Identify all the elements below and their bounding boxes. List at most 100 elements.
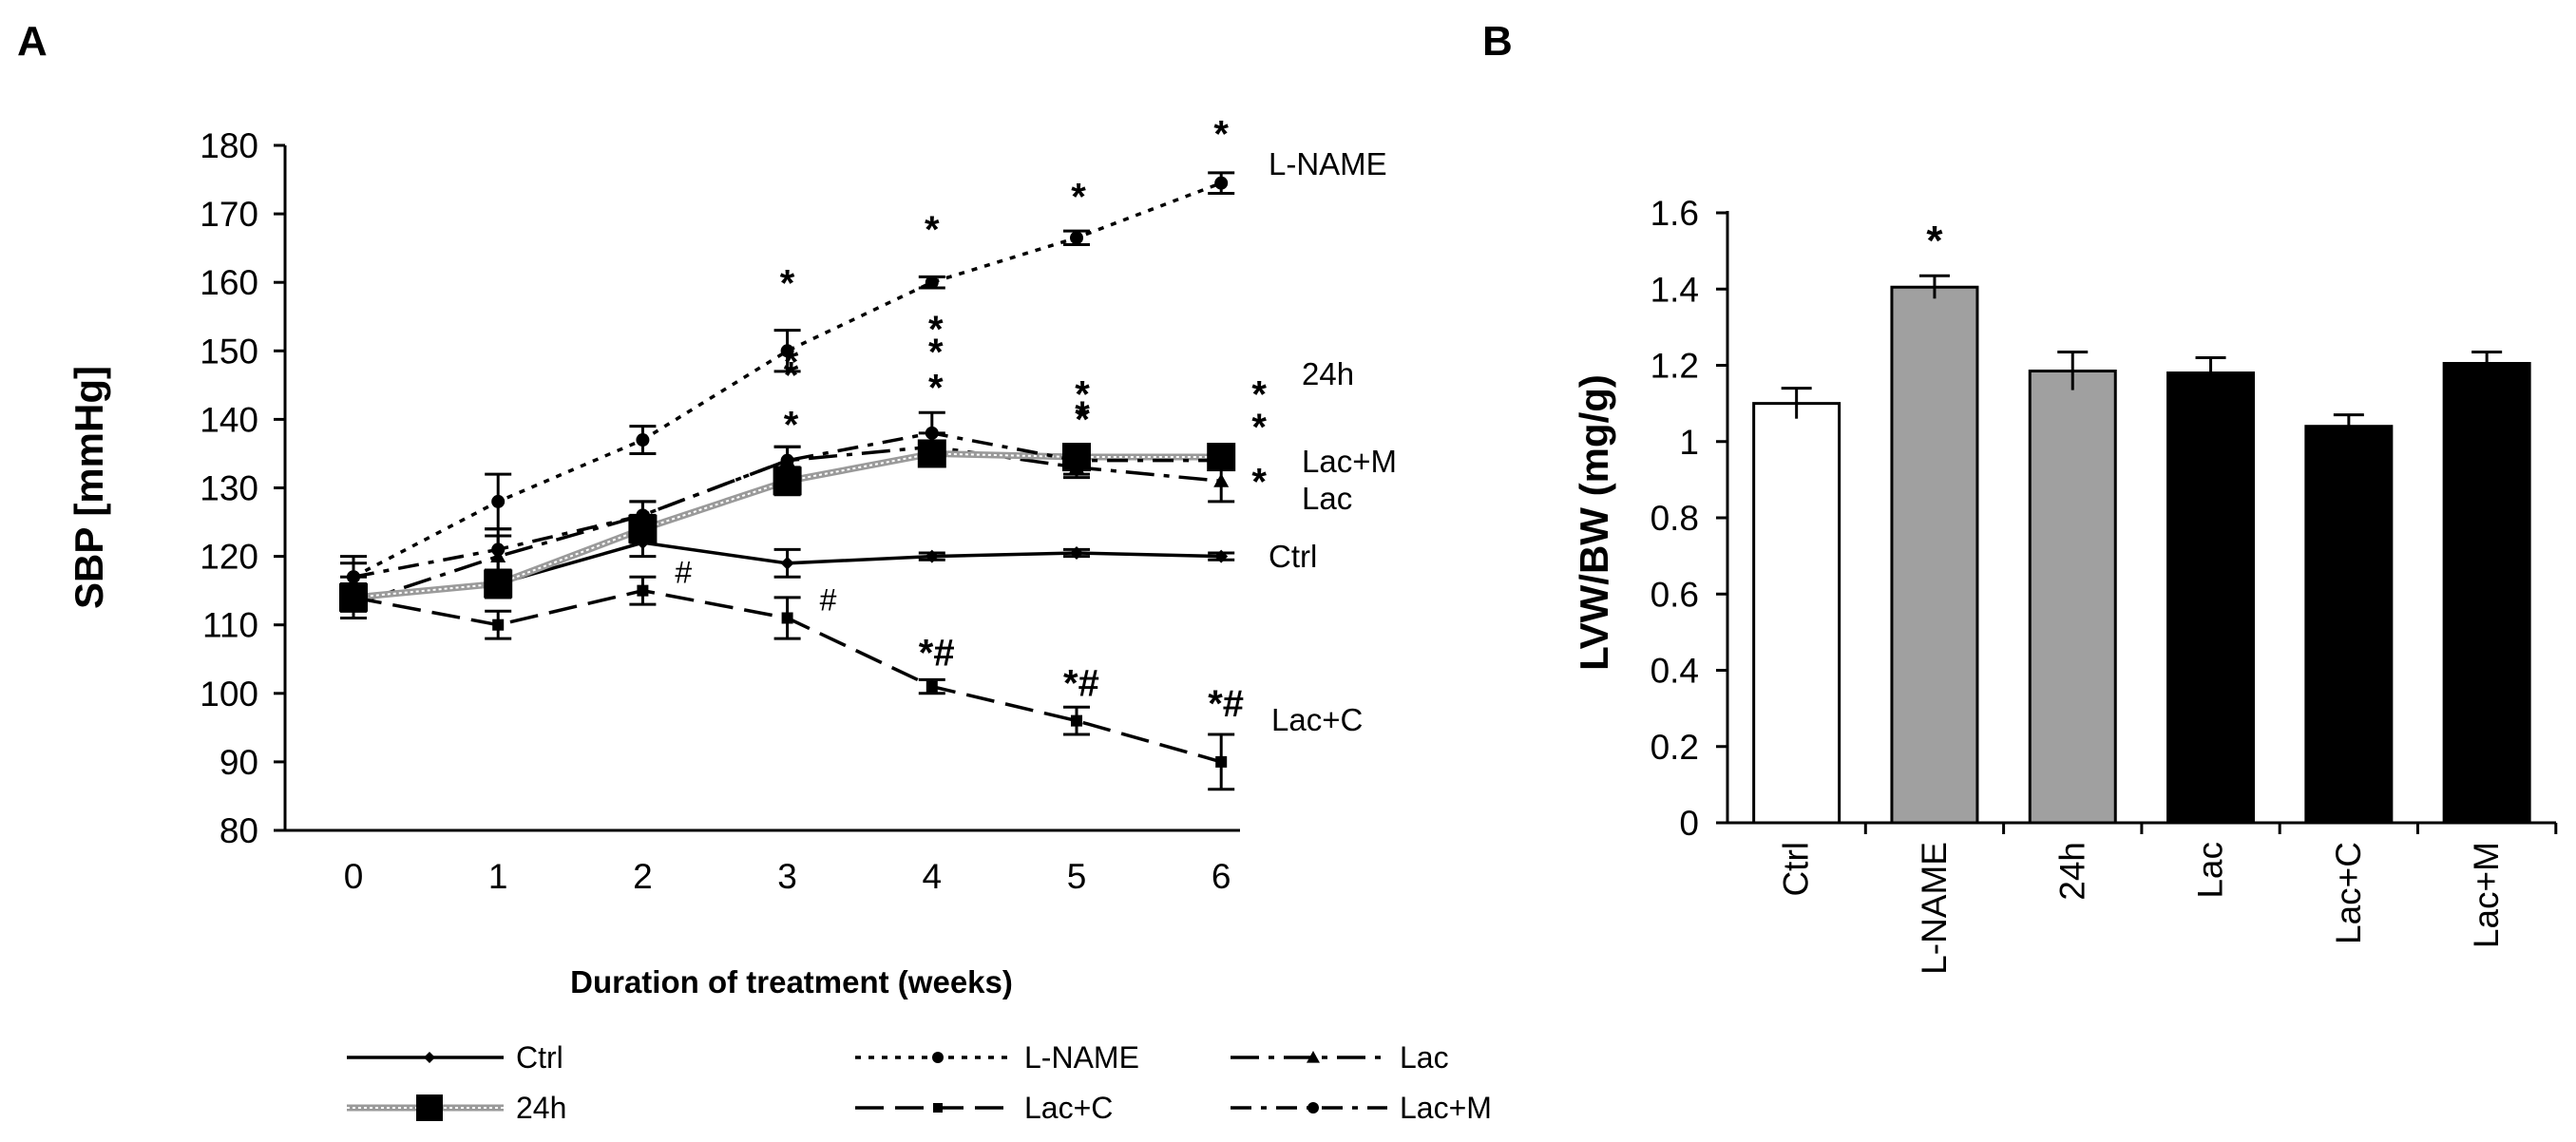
b-ytick-label: 1.2: [1651, 347, 1699, 386]
a-ytick-label: 140: [200, 400, 258, 439]
a-star-mark: *: [784, 342, 799, 384]
panel-b-bars: *: [1752, 218, 2531, 825]
a-ytick-label: 110: [202, 606, 258, 645]
a-point: [1070, 231, 1083, 245]
b-category-label: Lac: [2191, 842, 2230, 899]
a-line-label: Lac+M: [1302, 444, 1397, 479]
a-star-mark: *: [784, 355, 799, 397]
a-xtick-label: 3: [777, 857, 797, 896]
a-point: [925, 680, 938, 693]
a-line-label: Ctrl: [1269, 539, 1317, 574]
b-category-label: Lac+M: [2467, 842, 2506, 948]
a-star-mark: *: [784, 404, 799, 446]
a-point: [1213, 473, 1230, 487]
b-ytick-label: 0.6: [1651, 575, 1699, 614]
a-hash-mark: #: [820, 582, 837, 617]
a-point: [1214, 549, 1229, 563]
a-series-Lac+C: [340, 575, 1235, 791]
a-star-mark: *: [1075, 394, 1090, 436]
b-ytick-label: 0.2: [1651, 728, 1699, 767]
b-bar-L-NAME: [1890, 285, 1979, 825]
a-hash-mark: #: [675, 556, 692, 590]
panel-a-legend: Ctrl L-NAME Lac 24h Lac+C Lac+M: [347, 1040, 1492, 1125]
a-point: [491, 542, 506, 557]
b-bar-Lac+C: [2304, 425, 2394, 825]
a-xtick-label: 6: [1212, 857, 1231, 896]
b-bar-Ctrl: [1752, 402, 1841, 825]
legend-label: Lac+C: [1024, 1091, 1113, 1125]
a-star-mark: *: [928, 332, 944, 373]
a-point: [637, 584, 649, 597]
a-ytick-label: 100: [200, 675, 258, 714]
a-point: [1214, 176, 1229, 190]
a-star-mark: *: [928, 309, 944, 351]
a-star-mark: *: [925, 209, 940, 251]
legend-marker: [416, 1094, 443, 1121]
legend-marker: [1307, 1102, 1319, 1113]
legend-item-Lac+M: Lac+M: [1231, 1091, 1492, 1125]
a-xtick-label: 0: [344, 857, 364, 896]
panel-b-y-ticks: 0 0.2 0.4 0.6 0.8 1 1.2 1.4 1.6: [1651, 194, 1727, 843]
a-ytick-label: 170: [200, 195, 258, 234]
legend-marker: [932, 1052, 944, 1063]
a-point: [925, 549, 939, 563]
a-star-mark: *: [1075, 374, 1090, 416]
a-xtick-label: 1: [488, 857, 508, 896]
a-star-mark: *: [1075, 399, 1090, 441]
a-line-label: 24h: [1302, 356, 1354, 391]
b-ytick-label: 1: [1679, 423, 1699, 462]
a-star-hash-mark: *#: [1208, 683, 1244, 725]
a-point: [780, 556, 794, 570]
a-ytick-label: 80: [219, 811, 258, 850]
a-point: [780, 453, 794, 467]
panel-b-label: B: [1482, 18, 1513, 65]
legend-marker: [424, 1052, 435, 1063]
a-point: [1070, 545, 1083, 560]
legend-item-24h: 24h: [347, 1091, 566, 1125]
panel-a-series: [339, 171, 1236, 791]
b-bar-24h: [2028, 370, 2117, 825]
panel-b-y-axis-label: LVW/BW (mg/g): [1572, 374, 1616, 671]
a-point: [636, 433, 650, 447]
a-star-mark: *: [1251, 407, 1267, 448]
a-point: [347, 570, 360, 584]
b-category-label: Ctrl: [1777, 842, 1816, 897]
legend-label: 24h: [516, 1091, 566, 1125]
a-point: [492, 619, 505, 631]
legend-item-Ctrl: Ctrl: [347, 1040, 563, 1075]
panel-b-x-ticks: Ctrl L-NAME 24h Lac Lac+C Lac+M: [1777, 823, 2558, 975]
a-point: [1071, 714, 1082, 727]
legend-item-L-NAME: L-NAME: [855, 1040, 1139, 1075]
a-star-hash-mark: *#: [1063, 663, 1099, 705]
a-ytick-label: 150: [200, 332, 258, 371]
a-xtick-label: 5: [1067, 857, 1087, 896]
legend-label: Lac+M: [1400, 1091, 1492, 1125]
panel-a-y-axis-label: SBP [mmHg]: [67, 366, 111, 609]
a-point: [484, 569, 513, 599]
a-line-label: L-NAME: [1269, 146, 1387, 181]
a-ytick-label: 160: [200, 263, 258, 302]
a-star-mark: *: [780, 262, 795, 304]
b-star-mark: *: [1926, 218, 1943, 264]
a-line-label: Lac: [1302, 481, 1352, 516]
b-bar-Lac+M: [2442, 361, 2531, 825]
a-ytick-label: 180: [200, 126, 258, 165]
a-star-hash-mark: *#: [919, 633, 955, 675]
panel-a-x-axis-label: Duration of treatment (weeks): [570, 964, 1013, 999]
a-xtick-label: 2: [633, 857, 653, 896]
b-ytick-label: 1.6: [1651, 194, 1699, 233]
a-star-mark: *: [928, 367, 944, 409]
b-ytick-label: 0: [1679, 804, 1699, 843]
legend-label: Lac: [1400, 1040, 1449, 1075]
legend-item-Lac+C: Lac+C: [855, 1091, 1113, 1125]
a-star-mark: *: [1213, 114, 1229, 156]
a-xtick-label: 4: [923, 857, 943, 896]
a-line-label: Lac+C: [1271, 702, 1363, 737]
b-bar-Lac: [2166, 371, 2256, 825]
b-category-label: L-NAME: [1915, 842, 1954, 975]
a-ytick-label: 130: [200, 469, 258, 508]
a-point: [1215, 755, 1228, 768]
a-point: [925, 426, 939, 440]
panel-a-line-labels: *********** *##*#*# *#*** *L-NAME24hLac+MLa…: [675, 114, 1397, 737]
a-point: [780, 344, 794, 358]
